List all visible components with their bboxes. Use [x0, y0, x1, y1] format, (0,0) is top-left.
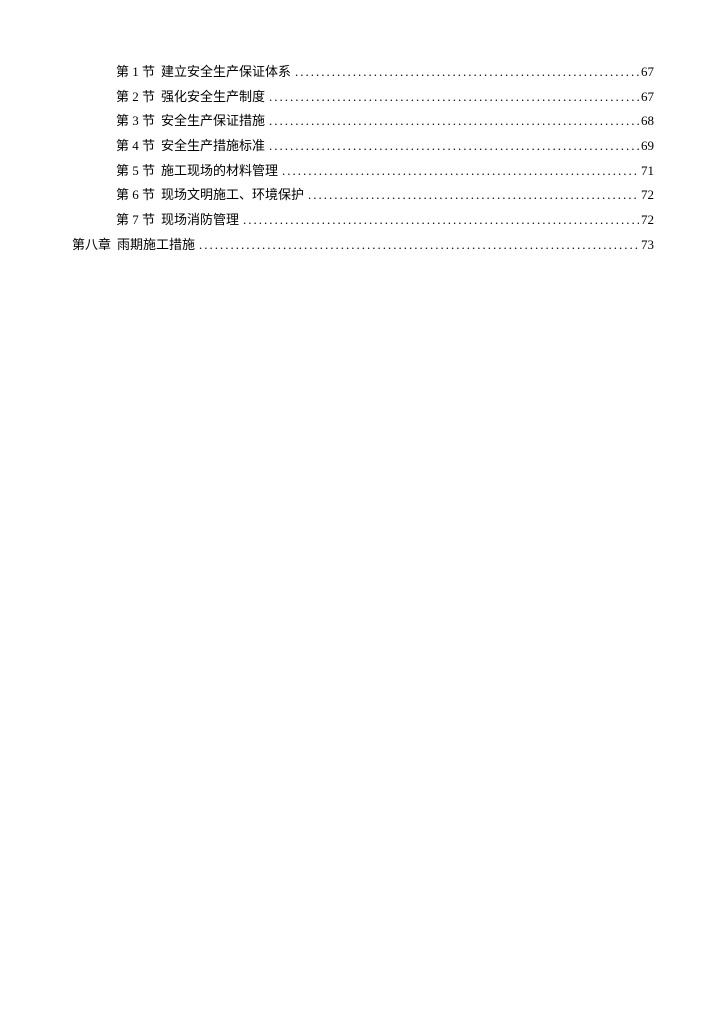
toc-entry-title: 安全生产保证措施: [161, 109, 265, 134]
toc-entry: 第 2 节强化安全生产制度...........................…: [72, 85, 654, 110]
toc-entry-page: 67: [641, 60, 654, 85]
toc-entry-label: 第 3 节: [116, 109, 155, 134]
toc-entry-label: 第 1 节: [116, 60, 155, 85]
toc-entry-label: 第 7 节: [116, 208, 155, 233]
toc-entry: 第 5 节施工现场的材料管理..........................…: [72, 159, 654, 184]
toc-entry-page: 72: [641, 183, 654, 208]
toc-entry-page: 72: [641, 208, 654, 233]
toc-entry: 第八章雨期施工措施...............................…: [72, 233, 654, 258]
toc-leader-dots: ........................................…: [295, 60, 639, 85]
toc-entry: 第 1 节建立安全生产保证体系.........................…: [72, 60, 654, 85]
toc-entry-title: 雨期施工措施: [117, 233, 195, 258]
toc-entry-label: 第 2 节: [116, 85, 155, 110]
toc-entry-title: 强化安全生产制度: [161, 85, 265, 110]
toc-entry-title: 现场消防管理: [161, 208, 239, 233]
toc-entry-label: 第 5 节: [116, 159, 155, 184]
toc-entry: 第 7 节现场消防管理.............................…: [72, 208, 654, 233]
toc-entry-page: 71: [641, 159, 654, 184]
toc-entry-title: 现场文明施工、环境保护: [161, 183, 304, 208]
toc-entry: 第 3 节安全生产保证措施...........................…: [72, 109, 654, 134]
toc-entry-label: 第 4 节: [116, 134, 155, 159]
toc-leader-dots: ........................................…: [308, 183, 639, 208]
toc-entry-title: 建立安全生产保证体系: [161, 60, 291, 85]
toc-entry: 第 4 节安全生产措施标准...........................…: [72, 134, 654, 159]
toc-entry-label: 第八章: [72, 233, 111, 258]
toc-leader-dots: ........................................…: [269, 85, 639, 110]
toc-leader-dots: ........................................…: [269, 134, 639, 159]
toc-entry-page: 68: [641, 109, 654, 134]
toc-leader-dots: ........................................…: [243, 208, 639, 233]
toc-entry-title: 施工现场的材料管理: [161, 159, 278, 184]
toc-leader-dots: ........................................…: [199, 233, 639, 258]
toc-entry-page: 69: [641, 134, 654, 159]
toc-entry-title: 安全生产措施标准: [161, 134, 265, 159]
toc-entry-page: 67: [641, 85, 654, 110]
toc-entry: 第 6 节现场文明施工、环境保护........................…: [72, 183, 654, 208]
toc-leader-dots: ........................................…: [269, 109, 639, 134]
toc-entry-page: 73: [641, 233, 654, 258]
table-of-contents: 第 1 节建立安全生产保证体系.........................…: [72, 60, 654, 258]
toc-entry-label: 第 6 节: [116, 183, 155, 208]
toc-leader-dots: ........................................…: [282, 159, 639, 184]
